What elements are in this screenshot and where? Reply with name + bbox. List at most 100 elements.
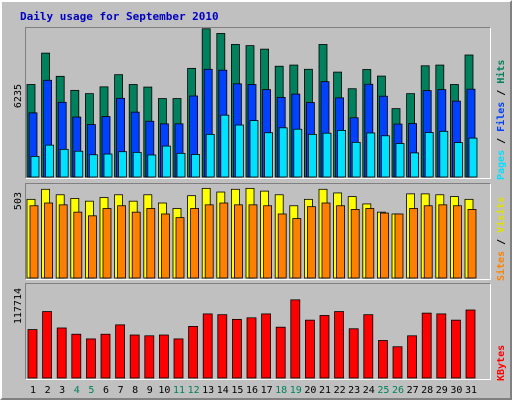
kbytes-bar: [319, 315, 330, 379]
kbytes-bar: [231, 318, 242, 379]
pages-bar: [453, 142, 463, 178]
kbytes-bar: [304, 319, 315, 379]
kbytes-bar: [100, 333, 111, 379]
day-label: 30: [450, 385, 463, 396]
day-label: 19: [289, 385, 302, 396]
kbytes-bar: [56, 327, 67, 379]
kbytes-bar: [144, 335, 155, 379]
pages-bar: [439, 130, 449, 178]
day-label: 1: [29, 385, 37, 396]
pages-bar: [59, 148, 69, 178]
day-label: 29: [435, 385, 448, 396]
sites-bar: [336, 205, 346, 279]
day-label: 11: [172, 385, 186, 396]
kbytes-bar: [436, 313, 447, 379]
pages-bar: [103, 153, 113, 178]
kbytes-bar: [158, 334, 169, 379]
day-label: 3: [59, 385, 66, 396]
kbytes-bar: [27, 329, 38, 379]
kbytes-bar: [86, 338, 96, 379]
day-label: 7: [117, 385, 124, 396]
pages-bar: [191, 154, 201, 178]
sites-bar: [438, 204, 448, 279]
sites-bar: [467, 209, 477, 279]
sites-bar: [423, 205, 433, 279]
sites-bar: [233, 204, 243, 279]
sites-bar: [88, 215, 97, 279]
kbytes-bar: [115, 324, 125, 379]
day-label: 20: [304, 385, 317, 396]
day-label: 6: [102, 385, 110, 396]
kbytes-bar: [246, 317, 257, 379]
sites-bar: [263, 205, 273, 279]
kbytes-bar: [334, 311, 345, 379]
day-label: 31: [464, 385, 478, 396]
day-label: 2: [44, 385, 51, 396]
chart-title: Daily usage for September 2010: [20, 10, 219, 23]
sites-bar: [394, 213, 404, 279]
day-label: 12: [187, 385, 200, 396]
day-label: 17: [260, 385, 273, 396]
pages-bar: [380, 135, 390, 178]
pages-bar: [74, 150, 84, 178]
day-label: 8: [132, 385, 139, 396]
sites-bar: [350, 209, 360, 279]
kbytes-bar: [129, 334, 140, 379]
day-label: 28: [421, 385, 434, 396]
sites-bar: [306, 206, 316, 279]
day-label: 23: [348, 385, 361, 396]
day-label: 26: [391, 385, 405, 396]
pages-bar: [424, 132, 434, 178]
day-label: 5: [88, 385, 95, 396]
kbytes-bar: [202, 313, 213, 379]
pages-bar: [249, 120, 259, 178]
day-label: 14: [216, 385, 229, 396]
sites-bar: [379, 212, 389, 279]
sites-bar: [58, 204, 68, 279]
sites-bar: [73, 211, 83, 279]
pages-bar: [45, 144, 54, 178]
pages-bar: [410, 152, 420, 178]
kbytes-bar: [363, 314, 374, 379]
day-label: 4: [73, 385, 80, 396]
sites-bar: [292, 218, 302, 279]
pages-bar: [89, 154, 98, 178]
sites-bar: [131, 211, 141, 279]
sites-bar: [146, 208, 156, 279]
sites-bar: [321, 202, 331, 279]
pages-bar: [118, 151, 127, 178]
day-label: 15: [231, 385, 244, 396]
day-label: 16: [245, 385, 259, 396]
pages-bar: [366, 132, 376, 178]
pages-bar: [176, 152, 186, 178]
kbytes-bar: [421, 312, 432, 379]
kbytes-bar: [348, 328, 359, 379]
pages-bar: [322, 132, 332, 178]
sites-bar: [160, 213, 170, 279]
kbytes-bar: [465, 309, 476, 379]
kbytes-bar: [275, 326, 286, 379]
pages-bar: [351, 141, 361, 178]
day-label: 21: [318, 385, 332, 396]
kbytes-bar: [42, 311, 52, 379]
sites-bar: [248, 204, 258, 279]
pages-bar: [234, 124, 244, 178]
pages-bar: [293, 128, 303, 178]
pages-bar: [30, 155, 40, 178]
sites-bar: [190, 208, 200, 279]
pages-bar: [147, 154, 157, 178]
day-label: 13: [202, 385, 215, 396]
kbytes-bar: [261, 313, 272, 379]
sites-bar: [117, 205, 126, 279]
pages-bar: [468, 137, 478, 178]
sites-bar: [365, 208, 375, 279]
day-label: 10: [158, 385, 171, 396]
sites-bar: [175, 217, 185, 279]
sites-bar: [409, 208, 419, 279]
pages-bar: [264, 132, 274, 178]
pages-bar: [307, 133, 317, 178]
pages-bar: [220, 114, 230, 178]
kbytes-bar: [392, 346, 403, 379]
